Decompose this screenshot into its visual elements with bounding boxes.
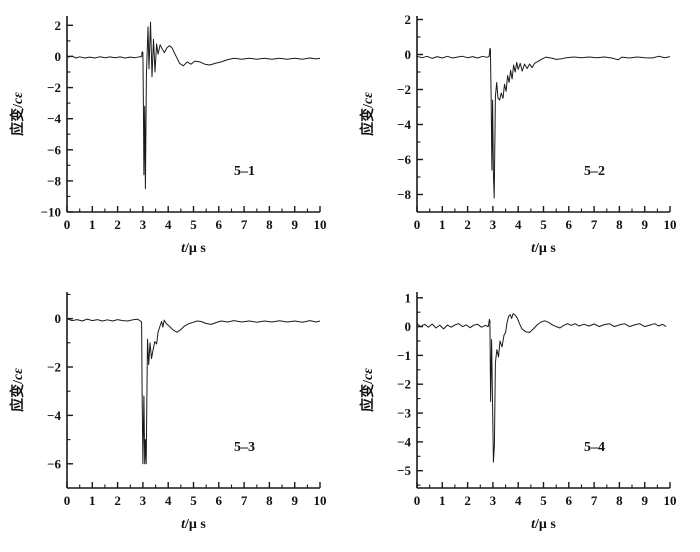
y-tick-label: −2 <box>397 82 411 97</box>
x-tick-label: 10 <box>314 493 327 508</box>
chart-svg: 0 1 2 3 4 5 6 7 8 9 10 2 0 −2 −4 −6 −8 t/μ s 应变/cε 5–2 <box>350 0 700 276</box>
y-tick-label: −6 <box>397 152 411 167</box>
x-tick-label: 3 <box>490 217 497 232</box>
y-axis-label: 应变/cε <box>359 368 376 412</box>
x-tick-label: 3 <box>140 493 147 508</box>
y-tick-label: 0 <box>405 319 412 334</box>
y-tick-label: 2 <box>405 12 412 27</box>
x-tick-label: 1 <box>89 217 96 232</box>
y-tick-label: −10 <box>41 205 61 220</box>
y-tick-label: −3 <box>397 406 411 421</box>
y-tick-label: −8 <box>47 173 61 188</box>
y-axis-label: 应变/cε <box>9 92 26 136</box>
x-tick-label: 1 <box>89 493 96 508</box>
y-tick-label: −4 <box>397 117 411 132</box>
x-tick-label: 4 <box>165 493 172 508</box>
x-tick-label: 9 <box>291 217 298 232</box>
x-axis-label: t/μ s <box>531 241 556 256</box>
waveform-trace <box>416 47 671 199</box>
chart-svg: 0 1 2 3 4 5 6 7 8 9 10 2 0 −2 −4 −6 −8 −10 t/μ s 应变/cε 5–1 <box>0 0 350 276</box>
chart-label: 5–2 <box>584 164 605 179</box>
chart-panel-5-4: 0 1 2 3 4 5 6 7 8 9 10 1 0 −1 −2 −3 −4 −5 t/μ s 应变/cε 5–4 <box>350 276 700 552</box>
chart-label: 5–1 <box>234 164 255 179</box>
y-tick-label: −6 <box>47 142 61 157</box>
y-tick-label: −2 <box>47 360 61 375</box>
x-tick-label: 0 <box>414 493 421 508</box>
y-tick-label: −2 <box>397 377 411 392</box>
x-tick-label: 10 <box>664 217 677 232</box>
x-tick-label: 6 <box>216 493 223 508</box>
chart-panel-5-1: 0 1 2 3 4 5 6 7 8 9 10 2 0 −2 −4 −6 −8 −10 t/μ s 应变/cε 5–1 <box>0 0 350 276</box>
x-tick-label: 8 <box>616 493 623 508</box>
y-tick-label: −8 <box>397 187 411 202</box>
x-tick-label: 7 <box>591 493 598 508</box>
y-tick-label: −4 <box>47 111 61 126</box>
x-tick-label: 6 <box>216 217 223 232</box>
x-tick-label: 3 <box>140 217 147 232</box>
x-tick-label: 4 <box>515 493 522 508</box>
chart-label: 5–4 <box>584 440 605 455</box>
x-axis-label: t/μ s <box>531 517 556 532</box>
y-tick-label: −4 <box>47 408 61 423</box>
y-tick-label: 0 <box>55 49 62 64</box>
y-tick-label: −5 <box>397 463 411 478</box>
x-tick-label: 0 <box>64 217 71 232</box>
x-tick-label: 5 <box>190 217 197 232</box>
x-tick-label: 7 <box>241 493 248 508</box>
chart-panel-5-2: 0 1 2 3 4 5 6 7 8 9 10 2 0 −2 −4 −6 −8 t/μ s 应变/cε 5–2 <box>350 0 700 276</box>
x-tick-label: 5 <box>540 217 547 232</box>
x-tick-label: 8 <box>266 493 273 508</box>
x-tick-label: 0 <box>414 217 421 232</box>
x-tick-label: 9 <box>641 217 648 232</box>
x-tick-label: 10 <box>314 217 327 232</box>
chart-panel-5-3: 0 1 2 3 4 5 6 7 8 9 10 0 −2 −4 −6 t/μ s 应变/cε 5–3 <box>0 276 350 552</box>
chart-svg: 0 1 2 3 4 5 6 7 8 9 10 0 −2 −4 −6 t/μ s 应变/cε 5–3 <box>0 276 350 552</box>
y-axis-label: 应变/cε <box>359 92 376 136</box>
y-tick-label: −6 <box>47 456 61 471</box>
x-axis-label: t/μ s <box>181 517 206 532</box>
x-tick-label: 1 <box>439 217 446 232</box>
x-tick-label: 8 <box>266 217 273 232</box>
y-tick-label: −4 <box>397 434 411 449</box>
y-tick-label: 2 <box>55 18 62 33</box>
x-tick-label: 9 <box>641 493 648 508</box>
x-tick-label: 6 <box>566 493 573 508</box>
x-tick-label: 2 <box>464 493 471 508</box>
waveform-trace <box>66 318 321 465</box>
x-tick-label: 4 <box>515 217 522 232</box>
y-tick-label: 1 <box>405 290 412 305</box>
x-tick-label: 1 <box>439 493 446 508</box>
x-tick-label: 0 <box>64 493 71 508</box>
y-tick-label: −1 <box>397 348 411 363</box>
x-tick-label: 7 <box>591 217 598 232</box>
chart-label: 5–3 <box>234 440 255 455</box>
y-axis-label: 应变/cε <box>9 368 26 412</box>
x-tick-label: 6 <box>566 217 573 232</box>
x-tick-label: 9 <box>291 493 298 508</box>
x-tick-label: 7 <box>241 217 248 232</box>
y-tick-label: −2 <box>47 80 61 95</box>
waveform-trace <box>66 21 321 190</box>
waveform-trace <box>416 313 667 463</box>
x-tick-label: 10 <box>664 493 677 508</box>
y-tick-label: 0 <box>55 311 62 326</box>
x-tick-label: 5 <box>190 493 197 508</box>
x-tick-label: 5 <box>540 493 547 508</box>
x-tick-label: 8 <box>616 217 623 232</box>
y-tick-label: 0 <box>405 47 412 62</box>
x-tick-label: 2 <box>114 493 121 508</box>
x-axis-label: t/μ s <box>181 241 206 256</box>
x-tick-label: 2 <box>114 217 121 232</box>
x-tick-label: 4 <box>165 217 172 232</box>
x-tick-label: 3 <box>490 493 497 508</box>
x-tick-label: 2 <box>464 217 471 232</box>
